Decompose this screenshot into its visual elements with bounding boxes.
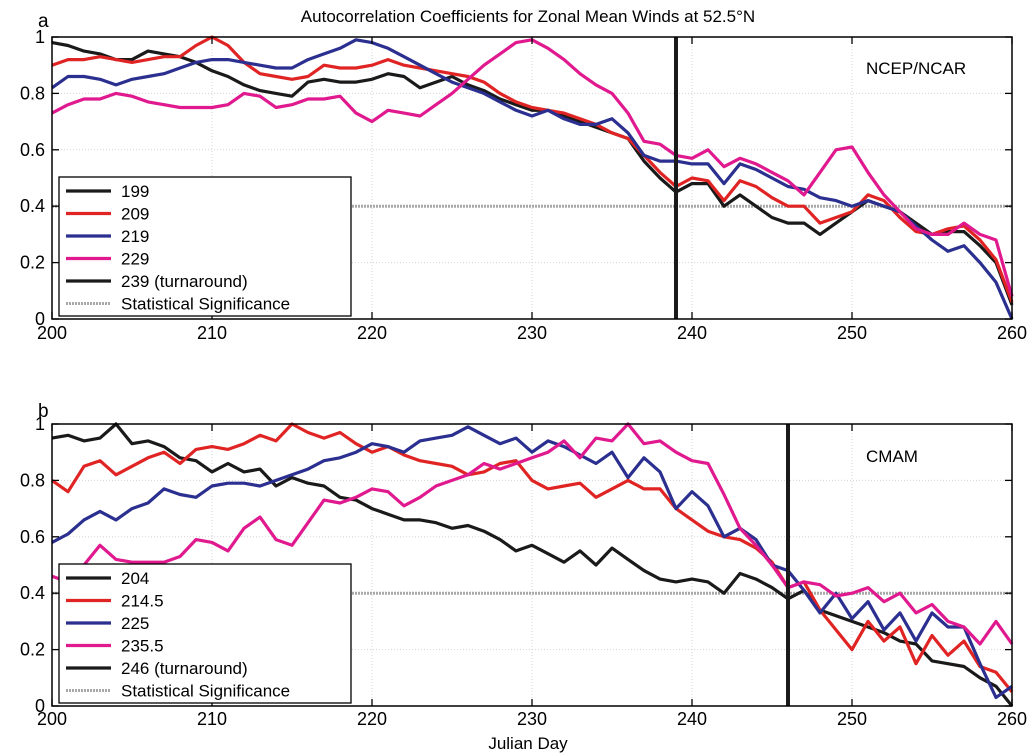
panel-label: b [38, 401, 49, 422]
x-tick-label: 230 [517, 709, 547, 729]
x-tick-label: 220 [357, 323, 387, 343]
legend-entry: 235.5 [121, 637, 164, 656]
y-tick-label: 1 [35, 27, 45, 47]
legend-entry: 199 [121, 182, 149, 201]
legend-entry: 219 [121, 227, 149, 246]
legend-entry: 214.5 [121, 592, 164, 611]
y-tick-label: 0.2 [20, 640, 45, 660]
y-tick-label: 0 [35, 696, 45, 716]
series-line-214.5 [51, 422, 1014, 693]
legend: 204 214.5 225 235.5 246 (turnaround) Statisti… [58, 563, 352, 704]
x-tick-label: 250 [837, 709, 867, 729]
x-axis-label: Julian Day [488, 734, 568, 753]
panel-a: a NCEP/NCAR 200 210 220 230 240 250 260 0 0.2 0.4… [20, 11, 1027, 343]
legend-entry: 246 (turnaround) [121, 659, 248, 678]
y-tick-label: 0.4 [20, 583, 45, 603]
x-tick-label: 250 [837, 323, 867, 343]
y-tick-label: 0.8 [20, 83, 45, 103]
y-tick-label: 0.4 [20, 196, 45, 216]
x-tick-label: 220 [357, 709, 387, 729]
y-tick-label: 0.6 [20, 140, 45, 160]
chart-title: Autocorrelation Coefficients for Zonal M… [301, 7, 755, 26]
legend-entry: 229 [121, 250, 149, 269]
legend-entry: Statistical Significance [121, 682, 290, 701]
legend-entry: 209 [121, 205, 149, 224]
x-tick-label: 200 [37, 709, 67, 729]
legend-entry: 239 (turnaround) [121, 272, 248, 291]
model-label: CMAM [866, 447, 918, 466]
y-tick-label: 0.6 [20, 527, 45, 547]
model-label: NCEP/NCAR [866, 59, 966, 78]
legend-entry: Statistical Significance [121, 295, 290, 314]
y-tick-label: 0.2 [20, 253, 45, 273]
legend-box [58, 563, 352, 704]
series-line-219 [51, 38, 1014, 320]
x-tick-label: 210 [197, 709, 227, 729]
x-tick-label: 240 [677, 323, 707, 343]
legend: 199 209 219 229 239 (turnaround) Statistical … [58, 176, 352, 317]
series-line-225 [51, 425, 1013, 700]
series-line-235.5 [51, 422, 1014, 646]
legend-entry: 225 [121, 614, 149, 633]
panel-b: b CMAM 200 210 220 230 240 250 260 0 0.2 0.4 0.6 0.… [20, 401, 1027, 729]
x-tick-label: 230 [517, 323, 547, 343]
legend-box [58, 176, 352, 317]
legend-entry: 204 [121, 569, 149, 588]
x-tick-label: 240 [677, 709, 707, 729]
x-tick-label: 200 [37, 323, 67, 343]
x-tick-label: 260 [997, 323, 1027, 343]
y-tick-label: 0 [35, 309, 45, 329]
x-tick-label: 210 [197, 323, 227, 343]
x-tick-label: 260 [997, 709, 1027, 729]
panel-label: a [38, 11, 49, 32]
series-line-204 [51, 422, 1014, 708]
y-tick-label: 0.8 [20, 470, 45, 490]
y-tick-label: 1 [35, 414, 45, 434]
